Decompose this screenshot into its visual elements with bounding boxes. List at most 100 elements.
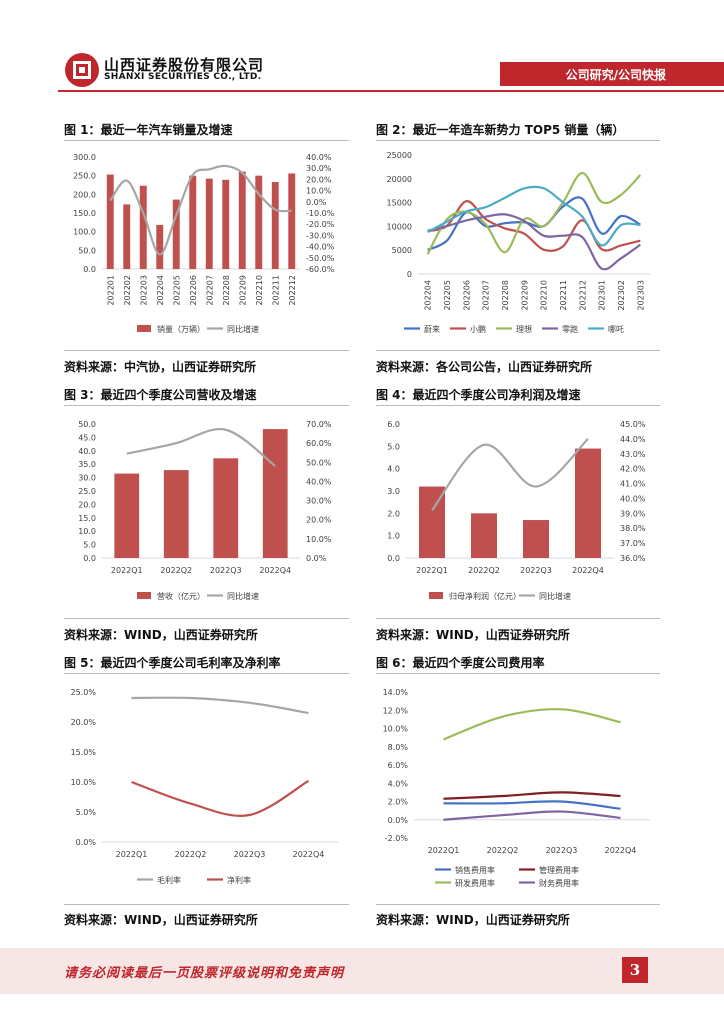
legend-label: 毛利率 — [157, 875, 181, 885]
y-tick-label: 25.0% — [71, 688, 97, 697]
y-tick-label: 10.0% — [71, 778, 97, 787]
y-tick-label: 0.0% — [76, 838, 97, 847]
bar — [523, 520, 549, 558]
y-tick-label: 5.0 — [83, 541, 96, 550]
x-tick-label: 2022Q4 — [572, 566, 604, 575]
y2-tick-label: 40.0% — [620, 494, 646, 503]
y2-tick-label: 70.0% — [306, 420, 332, 429]
fig2-source: 资料来源：各公司公告，山西证券研究所 — [376, 360, 593, 374]
y-tick-label: 0.0% — [388, 816, 409, 825]
y-tick-label: 50.0 — [78, 420, 96, 429]
legend-label: 研发费用率 — [455, 878, 495, 888]
legend-label: 财务费用率 — [539, 878, 579, 888]
y-tick-label: 150.0 — [73, 209, 96, 218]
y-tick-label: 4.0% — [388, 779, 409, 788]
legend-label: 营收（亿元） — [157, 591, 205, 601]
series-line — [443, 800, 621, 810]
y-tick-label: 45.0 — [78, 433, 96, 442]
y-tick-label: 3.0 — [387, 487, 400, 496]
y2-tick-label: 60.0% — [306, 439, 332, 448]
bar — [222, 179, 230, 269]
bar — [123, 204, 131, 269]
y-tick-label: 50.0 — [78, 246, 96, 255]
legend-swatch — [137, 325, 151, 332]
y2-tick-label: 39.0% — [620, 509, 646, 518]
bar — [255, 175, 263, 269]
legend-label: 归母净利润（亿元） — [449, 591, 521, 601]
x-tick-label: 2022Q1 — [111, 566, 143, 575]
x-tick-label: 2022Q1 — [116, 850, 148, 859]
divider — [64, 350, 349, 351]
fig3-title: 图 3：最近四个季度公司营收及增速 — [64, 388, 257, 402]
y-tick-label: 0.0 — [387, 554, 400, 563]
bar — [106, 174, 114, 269]
page-footer: 请务必阅读最后一页股票评级说明和免责声明 3 — [0, 948, 724, 994]
y-tick-label: 5.0 — [387, 442, 400, 451]
x-tick-label: 202302 — [617, 280, 626, 311]
legend-label: 哪吒 — [608, 325, 624, 334]
y-tick-label: 0 — [407, 270, 412, 279]
series-line — [126, 427, 276, 468]
y2-tick-label: 40.0% — [306, 477, 332, 486]
page-header: 山西证券股份有限公司 SHANXI SECURITIES CO., LTD. 公… — [0, 0, 724, 100]
y2-tick-label: 44.0% — [620, 435, 646, 444]
header-rule — [58, 90, 724, 92]
y2-tick-label: 45.0% — [620, 420, 646, 429]
y-tick-label: 20000 — [387, 175, 412, 184]
fig1-chart: 0.0 50.0 100.0 150.0 200.0 250.0 300.0 40.0% 30.… — [73, 153, 335, 334]
y2-tick-label: 41.0% — [620, 480, 646, 489]
fig1-title: 图 1：最近一年汽车销量及增速 — [64, 123, 233, 137]
bar — [288, 173, 296, 269]
fig1-source: 资料来源：中汽协，山西证券研究所 — [64, 360, 257, 374]
y2-tick-label: 10.0% — [306, 535, 332, 544]
x-tick-label: 2022Q3 — [210, 566, 242, 575]
y2-tick-label: -30.0% — [306, 231, 335, 240]
bar — [156, 224, 164, 269]
bar — [163, 470, 189, 558]
x-tick-label: 202210 — [540, 280, 549, 311]
bar — [238, 171, 246, 269]
y2-tick-label: 50.0% — [306, 458, 332, 467]
y-tick-label: -2.0% — [385, 834, 409, 843]
legend-label: 小鹏 — [470, 324, 486, 334]
series-line — [427, 213, 641, 271]
x-tick-label: 202205 — [172, 275, 181, 306]
y-tick-label: 12.0% — [383, 706, 409, 715]
bar — [172, 199, 180, 269]
y-tick-label: 14.0% — [383, 688, 409, 697]
y-tick-label: 4.0 — [387, 465, 400, 474]
y-tick-label: 1.0 — [387, 532, 400, 541]
x-tick-label: 202211 — [271, 275, 280, 306]
legend-swatch — [429, 592, 443, 599]
y-tick-label: 10.0 — [78, 527, 96, 536]
x-tick-label: 2022Q4 — [293, 850, 325, 859]
y2-tick-label: 0.0% — [306, 198, 327, 207]
legend-label: 蔚来 — [424, 324, 440, 334]
y2-tick-label: 10.0% — [306, 187, 332, 196]
legend-label: 零跑 — [562, 325, 578, 334]
series-line — [427, 196, 641, 251]
y2-tick-label: 0.0% — [306, 554, 327, 563]
x-tick-label: 2022Q3 — [546, 846, 578, 855]
bar — [575, 448, 601, 558]
x-tick-label: 202206 — [462, 280, 471, 311]
company-name-en: SHANXI SECURITIES CO., LTD. — [104, 72, 262, 82]
x-tick-label: 202207 — [205, 275, 214, 306]
series-line — [443, 708, 621, 741]
y2-tick-label: 30.0% — [306, 164, 332, 173]
divider — [64, 673, 349, 674]
series-line — [443, 810, 621, 821]
divider — [376, 350, 660, 351]
y-tick-label: 20.0% — [71, 718, 97, 727]
x-tick-label: 202209 — [238, 275, 247, 306]
fig3-chart: 0.0 5.0 10.0 15.0 20.0 25.0 30.0 35.0 40.0 45.0 50… — [78, 420, 332, 601]
series-line — [131, 696, 309, 715]
x-tick-label: 2022Q4 — [259, 566, 291, 575]
bar — [114, 473, 140, 558]
bar — [139, 185, 147, 269]
bar — [213, 458, 239, 558]
x-tick-label: 2022Q4 — [605, 846, 637, 855]
series-line — [427, 200, 641, 252]
y-tick-label: 0.0 — [83, 265, 96, 274]
x-tick-label: 2022Q2 — [160, 566, 192, 575]
